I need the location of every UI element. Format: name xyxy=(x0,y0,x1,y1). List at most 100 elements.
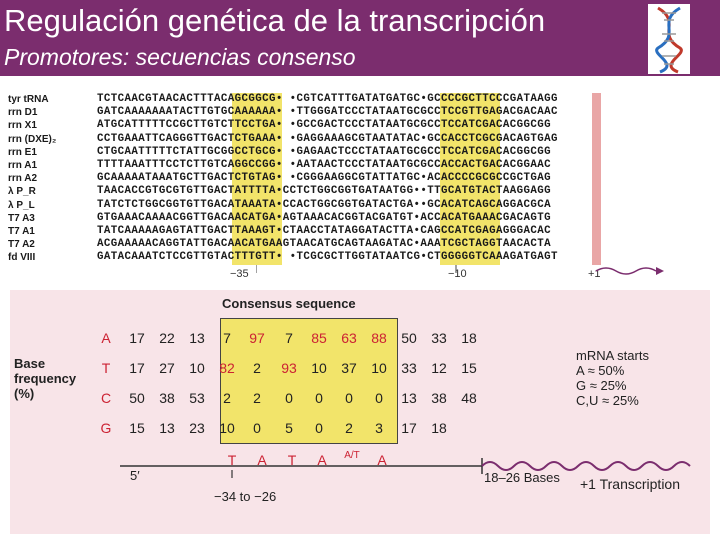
frequency-cell: 15 xyxy=(461,360,477,376)
frequency-cell: 18 xyxy=(431,420,447,436)
frequency-cell: 88 xyxy=(371,330,387,346)
sequence-name: fd VIII xyxy=(8,252,36,264)
sequence-name: λ P_R xyxy=(8,186,36,198)
bases-label: 18–26 Bases xyxy=(484,470,560,485)
frequency-cell: 7 xyxy=(223,330,231,346)
mrna-line-cu: C,U ≈ 25% xyxy=(576,393,639,408)
frequency-cell: 0 xyxy=(315,420,323,436)
sequence-row: rrn A2 GCAAAAATAAATGCTTGACTCTGTAG• •CGGGA… xyxy=(8,172,720,185)
frequency-cell: 10 xyxy=(311,360,327,376)
dna-icon xyxy=(648,4,690,74)
frequency-cell: 85 xyxy=(311,330,327,346)
sequence-value: TTTTAAATTTCCTCTTGTCAGGCCGG• •AATAACTCCCT… xyxy=(97,159,552,171)
sequence-value: TATCTCTGGCGGTGTTGACATAAATA•CCACTGGCGGTGA… xyxy=(97,198,552,211)
minus10-highlight xyxy=(440,93,500,265)
position-minus35: −35 xyxy=(230,268,249,280)
frequency-cell: 97 xyxy=(249,330,265,346)
frequency-cell: 22 xyxy=(159,330,175,346)
sequence-row: tyr tRNA TCTCAACGTAACACTTTACAGCGGCG• •CGT… xyxy=(8,93,720,106)
frequency-cell: 17 xyxy=(401,420,417,436)
sequence-value: GCAAAAATAAATGCTTGACTCTGTAG• •CGGGAAGGCGT… xyxy=(97,172,552,185)
sequence-name: rrn D1 xyxy=(8,107,38,119)
frequency-cell: 2 xyxy=(345,420,353,436)
frequency-cell: 2 xyxy=(253,360,261,376)
sequence-row: rrn E1 CTGCAATTTTTCTATTGCGGCCTGCG• •GAGAA… xyxy=(8,146,720,159)
frequency-cell: 38 xyxy=(431,390,447,406)
frequency-cell: 48 xyxy=(461,390,477,406)
frequency-cell: 13 xyxy=(159,420,175,436)
sequence-value: GTGAAACAAAACGGTTGACAACATGA•AGTAAACACGGTA… xyxy=(97,211,552,224)
frequency-cell: 53 xyxy=(189,390,205,406)
frequency-cell: 2 xyxy=(223,390,231,406)
frequency-cell: 5 xyxy=(285,420,293,436)
base-letter: G xyxy=(100,420,112,436)
mrna-starts: mRNA starts A ≈ 50% G ≈ 25% C,U ≈ 25% xyxy=(576,348,649,408)
sequence-value: TCTCAACGTAACACTTTACAGCGGCG• •CGTCATTTGAT… xyxy=(97,93,558,105)
sequence-name: rrn X1 xyxy=(8,120,37,132)
sequence-name: rrn E1 xyxy=(8,146,37,158)
frequency-cell: 10 xyxy=(189,360,205,376)
sequence-alignment: tyr tRNA TCTCAACGTAACACTTTACAGCGGCG• •CGT… xyxy=(8,93,720,280)
sequence-name: λ P_L xyxy=(8,199,35,211)
frequency-cell: 50 xyxy=(129,390,145,406)
sequence-name: T7 A2 xyxy=(8,239,35,251)
frequency-cell: 13 xyxy=(401,390,417,406)
consensus-title: Consensus sequence xyxy=(222,296,356,311)
frequency-cell: 12 xyxy=(431,360,447,376)
frequency-cell: 0 xyxy=(375,390,383,406)
consensus-letter: A xyxy=(257,452,267,468)
slide-title: Regulación genética de la transcripción xyxy=(4,3,546,38)
plus1-highlight xyxy=(592,93,601,265)
frequency-cell: 33 xyxy=(431,330,447,346)
slide-subtitle: Promotores: secuencias consenso xyxy=(4,44,356,70)
sequence-name: rrn A2 xyxy=(8,173,38,185)
frequency-cell: 18 xyxy=(461,330,477,346)
consensus-letter: T xyxy=(227,452,237,468)
frequency-cell: 27 xyxy=(159,360,175,376)
base-letter: C xyxy=(100,390,112,406)
sequence-row: rrn X1 ATGCATTTTTCCGCTTGTCTTCCTGA• •GCCGA… xyxy=(8,119,720,132)
sequence-value: GATCAAAAAAATACTTGTGCAAAAAA• •TTGGGATCCCT… xyxy=(97,106,558,119)
sequence-name: T7 A1 xyxy=(8,226,35,237)
sequence-row: T7 A3 GTGAAACAAAACGGTTGACAACATGA•AGTAAACA… xyxy=(8,212,720,225)
transcription-label: +1 Transcription xyxy=(580,476,680,492)
frequency-cell: 93 xyxy=(281,360,297,376)
mrna-line-g: G ≈ 25% xyxy=(576,378,627,393)
position-minus10: −10 xyxy=(448,268,467,280)
consensus-letter: A/T xyxy=(344,450,360,461)
five-prime-label: 5′ xyxy=(130,468,140,483)
minus35-highlight xyxy=(232,93,282,265)
base-letter: T xyxy=(101,360,111,376)
promoter-axis xyxy=(120,458,691,478)
sequence-row: T7 A2 ACGAAAAACAGGTATTGACAACATGAAGTAACATG… xyxy=(8,238,720,251)
frequency-cell: 0 xyxy=(315,390,323,406)
frequency-cell: 13 xyxy=(189,330,205,346)
range-label: −34 to −26 xyxy=(214,489,277,504)
sequence-value: CTGCAATTTTTCTATTGCGGCCTGCG• •GAGAACTCCCT… xyxy=(97,145,552,158)
frequency-cell: 38 xyxy=(159,390,175,406)
frequency-cell: 15 xyxy=(129,420,145,436)
frequency-cell: 17 xyxy=(129,330,145,346)
frequency-cell: 63 xyxy=(341,330,357,346)
frequency-cell: 0 xyxy=(253,420,261,436)
frequency-cell: 37 xyxy=(341,360,357,376)
sequence-row: λ P_L TATCTCTGGCGGTGTTGACATAAATA•CCACTGGC… xyxy=(8,199,720,212)
sequence-value: GATACAAATCTCCGTTGTACTTTGTT• •TCGCGCTTGGT… xyxy=(97,251,558,264)
position-ruler xyxy=(256,265,664,275)
base-frequency-label: Base frequency (%) xyxy=(14,356,77,401)
frequency-cell: 0 xyxy=(345,390,353,406)
sequence-name: T7 A3 xyxy=(8,212,35,224)
frequency-cell: 50 xyxy=(401,330,417,346)
sequence-row: fd VIII GATACAAATCTCCGTTGTACTTTGTT• •TCGC… xyxy=(8,251,720,264)
mrna-line-a: A ≈ 50% xyxy=(576,363,625,378)
sequence-name: rrn A1 xyxy=(8,160,38,171)
consensus-box xyxy=(220,318,398,444)
frequency-cell: 17 xyxy=(129,360,145,376)
consensus-letter: T xyxy=(287,452,297,468)
base-letter: A xyxy=(101,330,111,346)
frequency-cell: 23 xyxy=(189,420,205,436)
sequence-name: rrn (DXE)₂ xyxy=(8,133,57,145)
sequence-row: rrn (DXE)₂ CCTGAAATTCAGGGTTGACTCTGAAA• •G… xyxy=(8,133,720,146)
sequence-value: ATGCATTTTTCCGCTTGTCTTCCTGA• •GCCGACTCCCT… xyxy=(97,119,552,132)
sequence-row: T7 A1 TATCAAAAAGAGTATTGACTTAAAGT•CTAACCTA… xyxy=(8,225,720,238)
